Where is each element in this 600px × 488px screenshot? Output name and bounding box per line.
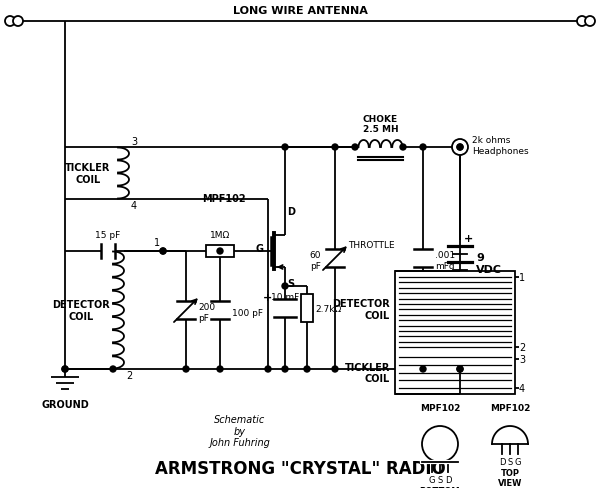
Text: 100 pF: 100 pF <box>232 308 263 317</box>
Circle shape <box>420 145 426 151</box>
Circle shape <box>217 366 223 372</box>
Circle shape <box>217 248 223 254</box>
Text: 4: 4 <box>519 383 525 393</box>
Text: 2k ohms
Headphones: 2k ohms Headphones <box>472 136 529 155</box>
Circle shape <box>332 366 338 372</box>
Text: TOP
VIEW: TOP VIEW <box>498 468 522 488</box>
Circle shape <box>457 145 463 151</box>
Circle shape <box>62 366 68 372</box>
Text: CHOKE
2.5 MH: CHOKE 2.5 MH <box>362 114 398 134</box>
Text: 3: 3 <box>131 137 137 147</box>
Text: MPF102: MPF102 <box>490 403 530 412</box>
Bar <box>206 245 234 258</box>
Text: S: S <box>508 457 512 466</box>
Circle shape <box>62 366 68 372</box>
Text: .001
mFd: .001 mFd <box>435 251 455 270</box>
Text: 15 pF: 15 pF <box>95 230 121 240</box>
Text: G: G <box>429 475 435 484</box>
Text: D: D <box>445 475 451 484</box>
Text: 1: 1 <box>154 238 160 247</box>
Circle shape <box>160 248 166 254</box>
Circle shape <box>457 145 463 151</box>
Text: DETECTOR
COIL: DETECTOR COIL <box>332 299 390 320</box>
Text: S: S <box>437 475 443 484</box>
Text: MPF102: MPF102 <box>202 194 246 203</box>
Text: LONG WIRE ANTENNA: LONG WIRE ANTENNA <box>233 6 367 16</box>
Circle shape <box>13 17 23 27</box>
Text: D: D <box>287 206 295 217</box>
Circle shape <box>585 17 595 27</box>
Text: G: G <box>515 457 521 466</box>
Text: D: D <box>499 457 505 466</box>
Text: Schematic
by
John Fuhring: Schematic by John Fuhring <box>209 414 271 447</box>
Text: BOTTOM
VIEW: BOTTOM VIEW <box>419 486 460 488</box>
Text: GROUND: GROUND <box>41 399 89 409</box>
Circle shape <box>282 284 288 289</box>
Circle shape <box>422 426 458 462</box>
Text: 3: 3 <box>519 355 525 365</box>
Text: G: G <box>255 244 263 253</box>
Text: TICKLER
COIL: TICKLER COIL <box>344 362 390 384</box>
Circle shape <box>457 366 463 372</box>
Text: MPF102: MPF102 <box>420 403 460 412</box>
Circle shape <box>304 366 310 372</box>
Circle shape <box>5 17 15 27</box>
Text: DETECTOR
COIL: DETECTOR COIL <box>52 300 110 321</box>
Text: 2: 2 <box>126 370 132 380</box>
Circle shape <box>457 145 463 151</box>
Text: S: S <box>287 279 294 288</box>
Text: TICKLER
COIL: TICKLER COIL <box>65 163 110 184</box>
Text: 2: 2 <box>519 343 525 352</box>
Circle shape <box>577 17 587 27</box>
Circle shape <box>452 140 468 156</box>
Text: +: + <box>464 234 473 244</box>
Text: 4: 4 <box>131 201 137 210</box>
Circle shape <box>420 366 426 372</box>
Bar <box>395 271 515 394</box>
Circle shape <box>332 145 338 151</box>
Text: ARMSTRONG "CRYSTAL" RADIO: ARMSTRONG "CRYSTAL" RADIO <box>155 459 445 477</box>
Text: 2.7kΩ: 2.7kΩ <box>315 304 341 313</box>
Circle shape <box>282 145 288 151</box>
Text: 10 mF: 10 mF <box>271 292 299 302</box>
Circle shape <box>400 145 406 151</box>
Text: +: + <box>263 292 272 303</box>
Text: 9
VDC: 9 VDC <box>476 253 502 274</box>
Circle shape <box>160 248 166 254</box>
Circle shape <box>282 366 288 372</box>
Circle shape <box>265 366 271 372</box>
Text: 1MΩ: 1MΩ <box>210 230 230 240</box>
Text: THROTTLE: THROTTLE <box>348 240 395 249</box>
Circle shape <box>457 366 463 372</box>
Text: 200
pF: 200 pF <box>198 303 215 322</box>
Circle shape <box>110 366 116 372</box>
Text: 60
pF: 60 pF <box>310 251 321 270</box>
Circle shape <box>183 366 189 372</box>
Circle shape <box>352 145 358 151</box>
Text: 1: 1 <box>519 272 525 283</box>
Bar <box>301 294 313 323</box>
